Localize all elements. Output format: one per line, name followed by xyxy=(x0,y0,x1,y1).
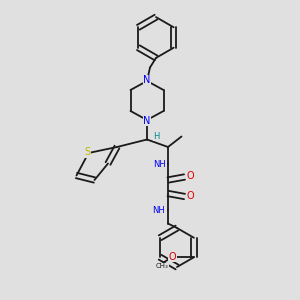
Text: N: N xyxy=(143,116,151,126)
Text: N: N xyxy=(143,75,151,85)
Text: NH: NH xyxy=(153,160,165,169)
Text: CH₃: CH₃ xyxy=(155,263,168,269)
Text: H: H xyxy=(153,132,160,141)
Text: NH: NH xyxy=(152,206,165,215)
Text: O: O xyxy=(169,252,176,262)
Text: O: O xyxy=(187,191,194,201)
Text: O: O xyxy=(187,171,194,182)
Text: S: S xyxy=(84,147,90,158)
